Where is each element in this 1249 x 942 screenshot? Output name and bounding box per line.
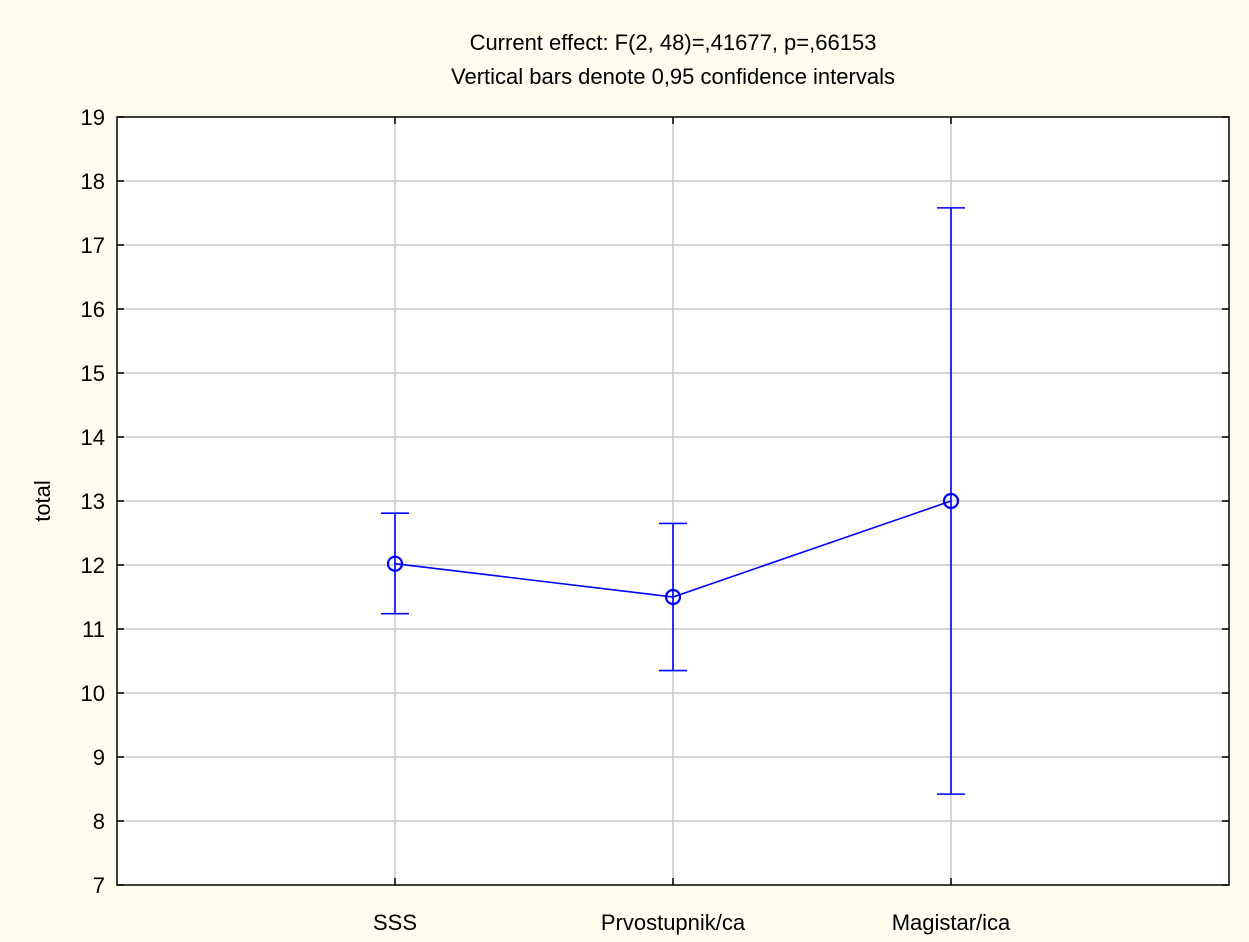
x-tick-label: Magistar/ica — [892, 910, 1011, 935]
chart-subtitle: Vertical bars denote 0,95 confidence int… — [451, 64, 895, 89]
y-tick-label: 11 — [82, 617, 105, 642]
y-tick-label: 14 — [81, 425, 105, 450]
y-axis-ticks: 7 8 9 10 11 12 13 14 15 16 17 18 19 — [81, 105, 1229, 898]
chart-title: Current effect: F(2, 48)=,41677, p=,6615… — [470, 30, 877, 55]
y-tick-label: 8 — [93, 809, 105, 834]
y-axis-label: total — [30, 480, 55, 522]
y-tick-label: 7 — [93, 873, 105, 898]
y-tick-label: 16 — [81, 297, 105, 322]
data-point — [942, 492, 960, 510]
y-tick-label: 17 — [81, 233, 105, 258]
x-tick-label: SSS — [373, 910, 417, 935]
x-axis-ticks: SSS Prvostupnik/ca Magistar/ica — [373, 117, 1011, 935]
y-tick-label: 10 — [81, 681, 105, 706]
data-point — [664, 588, 682, 606]
y-tick-label: 18 — [81, 169, 105, 194]
y-tick-label: 9 — [93, 745, 105, 770]
data-point — [386, 555, 404, 572]
grid-lines — [117, 117, 1229, 885]
x-tick-label: Prvostupnik/ca — [601, 910, 746, 935]
y-tick-label: 19 — [81, 105, 105, 130]
series-line — [394, 500, 952, 598]
y-tick-label: 15 — [81, 361, 105, 386]
y-tick-label: 13 — [81, 489, 105, 514]
series-layer — [381, 207, 965, 795]
y-tick-label: 12 — [81, 553, 105, 578]
